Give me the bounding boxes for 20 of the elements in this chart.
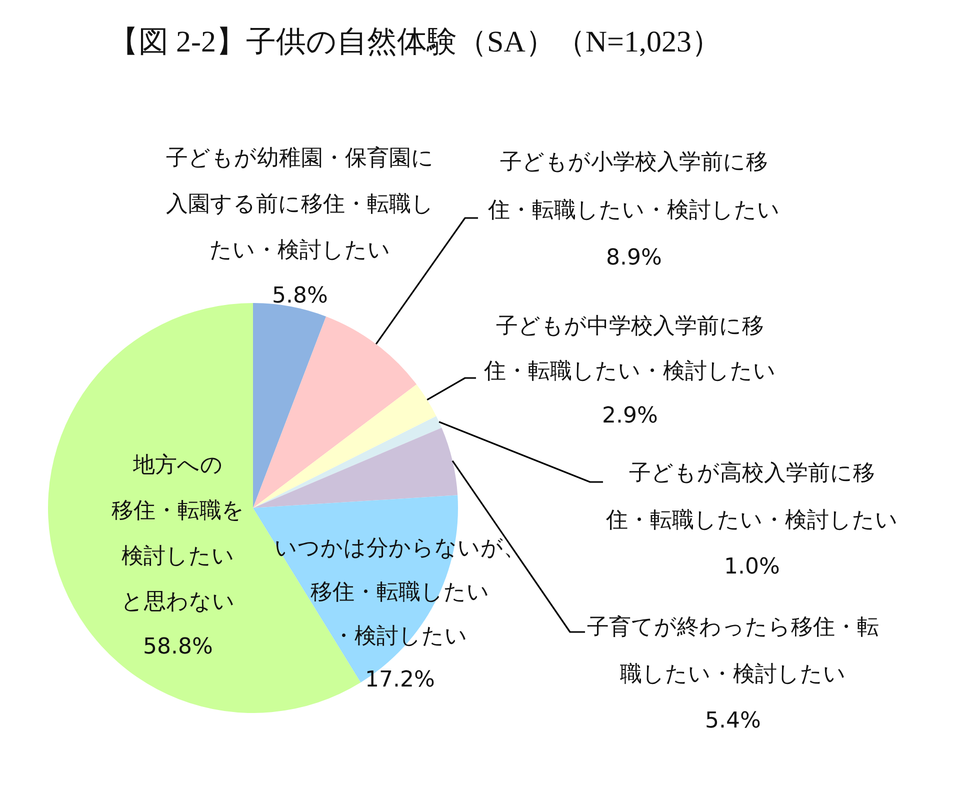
data-label: 8.9% [606, 246, 662, 270]
pie-slice [253, 384, 436, 508]
slice-label: 子どもが小学校入学前に移住・転職したい・検討したい [487, 150, 780, 222]
pie-slice [253, 428, 458, 508]
chart-title: 【図 2-2】子供の自然体験（SA）（N=1,023） [108, 26, 722, 58]
slice-label: 子どもが中学校入学前に移住・転職したい・検討したい [483, 314, 776, 384]
slice-label: 子育てが終わったら移住・転職したい・検討したい [587, 614, 879, 686]
data-label: 17.2% [365, 668, 435, 692]
slice-label: いつかは分からないが、移住・転職したい・検討したい [274, 536, 526, 648]
data-label: 58.8% [143, 634, 213, 660]
slice-label: 地方への移住・転職を検討したいと思わない [112, 452, 244, 614]
data-label: 5.4% [705, 708, 761, 734]
data-label: 1.0% [724, 554, 780, 580]
pie-slice [253, 316, 417, 508]
pie-slice [253, 303, 326, 508]
pie-slice [253, 416, 442, 508]
data-label: 2.9% [602, 404, 658, 428]
data-label: 5.8% [272, 284, 328, 308]
slice-label: 子どもが高校入学前に移住・転職したい・検討したい [605, 460, 898, 532]
slice-label: 子どもが幼稚園・保育園に入園する前に移住・転職したい・検討したい [166, 144, 434, 262]
